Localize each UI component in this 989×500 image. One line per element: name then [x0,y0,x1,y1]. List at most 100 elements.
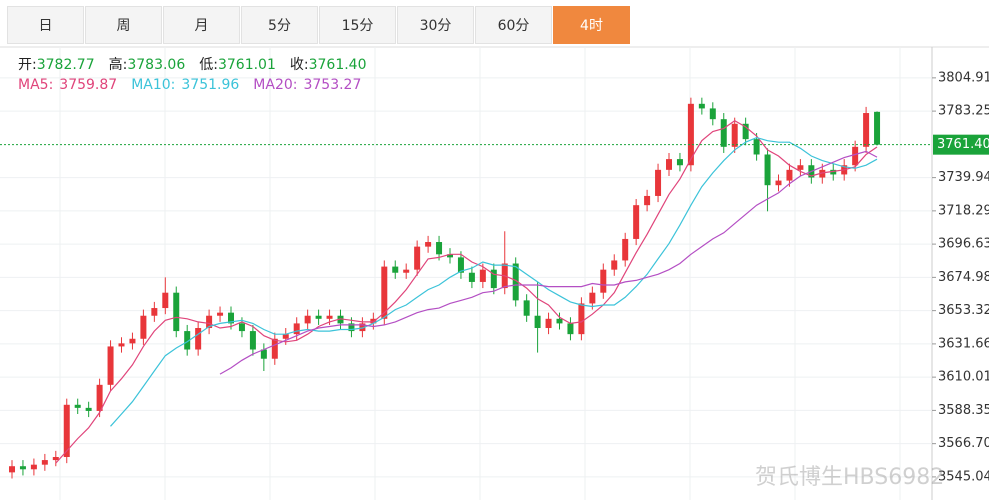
legend-name: MA20: [253,77,298,93]
y-tick-label: 3674.98 [938,270,989,285]
ohlc-label: 低: [199,57,218,73]
ma-line [110,136,878,427]
y-tick-label: 3631.66 [938,336,989,351]
candle-body [687,103,694,166]
candle-body [414,246,421,270]
last-price-label: 3761.40 [937,137,989,152]
candle-body [534,315,541,329]
candle-body [578,303,585,335]
y-tick-label: 3653.32 [938,303,989,318]
candle-body [436,242,443,255]
candle-body [830,169,837,175]
tab[interactable]: 5分 [241,6,318,44]
y-tick-label: 3804.91 [938,70,989,85]
candle-body [9,466,15,473]
ma-line [55,119,878,464]
ohlc-value: 3783.06 [127,57,186,73]
info-panel: 开:3782.77 高:3783.06 低:3761.01 收:3761.40 MA5… [18,55,381,95]
ohlc-value: 3782.77 [36,57,95,73]
watermark: 贺氏博生HBS6982 [755,465,944,490]
y-tick-label: 3588.35 [938,403,989,418]
candle-body [468,272,475,282]
candle-body [731,123,738,147]
candle-body [819,169,826,178]
candle-body [195,328,202,350]
candle-body [512,263,519,301]
candle-body [63,404,70,458]
last-price-box [933,134,989,155]
y-tick-label: 3739.94 [938,170,989,185]
candle-body [600,269,607,293]
candle-body [863,113,870,147]
candle-body [162,292,169,309]
candle-body [392,266,399,273]
candle-body [293,323,300,335]
candle-body [479,269,486,282]
tab[interactable]: 60分 [475,6,552,44]
tab[interactable]: 日 [7,6,84,44]
tab[interactable]: 30分 [397,6,474,44]
legend-name: MA5: [18,77,54,93]
legend-value: 3759.87 [59,77,118,93]
candle-body [206,315,213,329]
candle-body [238,323,245,332]
candle-body [742,123,749,140]
candle-body [19,466,26,470]
candle-body [173,292,180,332]
ohlc-value: 3761.01 [217,57,276,73]
ohlc-label: 高: [108,57,128,73]
candle-body [556,318,563,324]
candle-body [490,269,497,289]
candle-body [797,165,804,170]
candle-body [107,346,114,385]
tab[interactable]: 周 [85,6,162,44]
tab[interactable]: 月 [163,6,240,44]
candle-body [85,407,92,411]
candle-body [874,111,881,145]
candle-body [775,180,782,186]
y-tick-label: 3783.25 [938,104,989,119]
candle-body [666,159,672,170]
ohlc-row: 开:3782.77 高:3783.06 低:3761.01 收:3761.40 [18,55,381,75]
y-tick-label: 3718.29 [938,203,989,218]
candle-body [655,169,662,196]
candle-body [567,323,574,335]
tab[interactable]: 15分 [319,6,396,44]
candle-body [545,318,552,329]
candle-body [30,464,37,470]
candle-body [764,154,771,186]
candle-body [151,308,158,316]
legend-name: MA10: [131,77,176,93]
legend-value: 3751.96 [181,77,240,93]
candle-body [523,300,530,316]
candle-body [457,257,464,273]
candle-body [337,315,344,324]
ohlc-value: 3761.40 [308,57,367,73]
candle-body [359,323,366,332]
y-tick-label: 3545.04 [938,469,989,484]
candle-body [348,323,355,332]
candle-body [753,139,760,155]
candle-body [217,312,224,316]
ma-line [219,150,878,375]
tab[interactable]: 4时 [553,6,630,44]
candle-body [96,384,103,411]
legend-value: 3753.27 [303,77,362,93]
candle-body [118,343,125,347]
y-tick-label: 3566.70 [938,436,989,451]
y-tick-label: 3610.01 [938,370,989,385]
candle-body [589,292,596,304]
candle-body [633,205,640,239]
candle-body [315,315,322,319]
candle-body [52,457,59,461]
candle-body [381,266,388,319]
candle-body [709,108,716,120]
candle-body [622,238,629,261]
candle-body [129,338,136,344]
candle-body [852,146,859,166]
candle-body [786,169,793,181]
candle-body [260,349,267,359]
ohlc-label: 开: [18,57,37,73]
